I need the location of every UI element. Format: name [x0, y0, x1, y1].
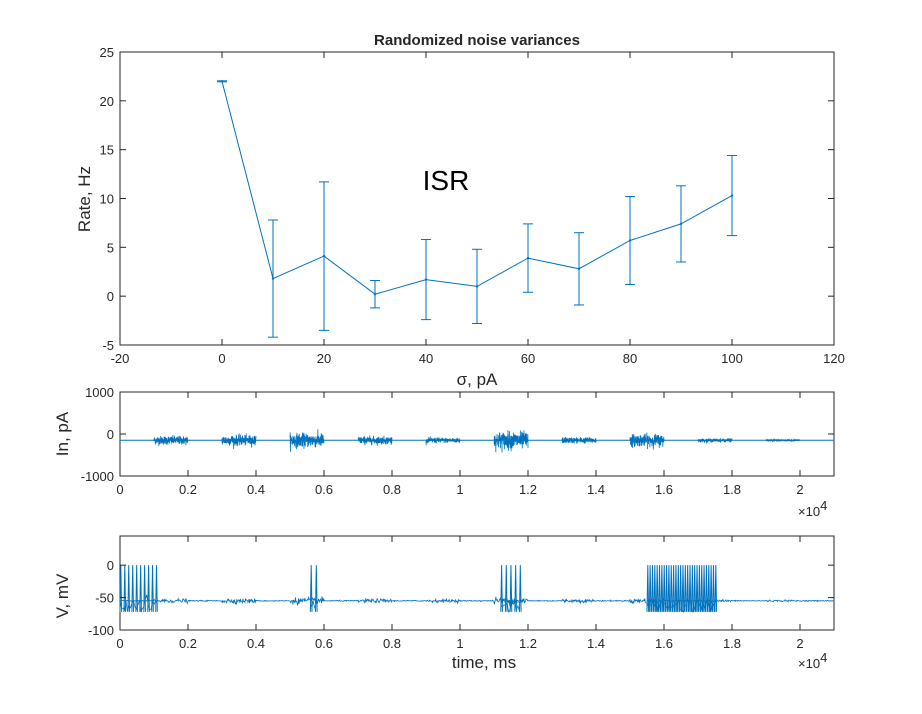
rate-point [680, 223, 682, 225]
rate-chart: -20 0 20 40 60 80 100 120 -5 0 5 10 15 20 25 Randomize… [75, 32, 845, 389]
rate-point [221, 80, 223, 82]
rate-chart-xtick-label: -20 [111, 351, 130, 366]
rate-chart-xlabel: σ, pA [457, 370, 498, 389]
voltage-chart-x-multiplier-base: ×10 [798, 656, 820, 671]
current-chart-xtick-label: 0 [116, 482, 123, 497]
rate-chart-xtick-label: 100 [721, 351, 743, 366]
current-chart-xtick-label: 0.8 [383, 482, 401, 497]
rate-point [629, 239, 631, 241]
voltage-chart: 0 0.2 0.4 0.6 0.8 1 1.2 1.4 1.6 1.8 2 -100 -50 0 time… [53, 536, 834, 672]
rate-chart-xtick-label: 80 [623, 351, 637, 366]
rate-chart-xtick-label: 20 [317, 351, 331, 366]
current-chart-xtick-label: 1.2 [519, 482, 537, 497]
rate-chart-xtick-label: 60 [521, 351, 535, 366]
current-chart-xtick-label: 0.6 [315, 482, 333, 497]
rate-point [731, 194, 733, 196]
current-chart-x-multiplier-exp: 4 [820, 498, 827, 513]
voltage-chart-ytick-label: -50 [95, 591, 114, 606]
current-chart-xtick-label: 1 [456, 482, 463, 497]
voltage-chart-x-multiplier-exp: 4 [820, 650, 827, 665]
current-chart-xtick-label: 0.2 [179, 482, 197, 497]
rate-chart-ytick-label: 10 [100, 192, 114, 207]
current-chart-xtick-label: 1.8 [723, 482, 741, 497]
rate-chart-ytick-label: 15 [100, 143, 114, 158]
voltage-chart-xtick-label: 2 [796, 636, 803, 651]
current-chart-ytick-label: 1000 [85, 385, 114, 400]
rate-chart-ytick-label: 5 [107, 240, 114, 255]
voltage-chart-xtick-label: 1.2 [519, 636, 537, 651]
current-chart-axes-box [120, 392, 834, 476]
voltage-chart-xtick-label: 1.6 [655, 636, 673, 651]
current-chart-ytick-label: -1000 [81, 469, 114, 484]
rate-chart-ytick-label: 25 [100, 45, 114, 60]
voltage-chart-xtick-label: 1.4 [587, 636, 605, 651]
voltage-chart-xtick-label: 1 [456, 636, 463, 651]
voltage-chart-axes-box [120, 536, 834, 630]
current-chart-xtick-label: 1.4 [587, 482, 605, 497]
voltage-chart-xtick-label: 0 [116, 636, 123, 651]
rate-point [578, 268, 580, 270]
rate-point [323, 255, 325, 257]
isr-annotation: ISR [423, 165, 470, 196]
current-chart-ylabel: In, pA [53, 411, 72, 456]
voltage-chart-ytick-label: -100 [88, 623, 114, 638]
rate-chart-ylabel: Rate, Hz [75, 166, 94, 232]
rate-chart-xtick-label: 0 [218, 351, 225, 366]
rate-chart-ytick-label: -5 [102, 338, 114, 353]
current-chart-xtick-label: 0.4 [247, 482, 265, 497]
rate-chart-ytick-label: 0 [107, 289, 114, 304]
current-chart-ytick-label: 0 [107, 427, 114, 442]
voltage-chart-xtick-label: 0.4 [247, 636, 265, 651]
voltage-chart-xtick-label: 0.8 [383, 636, 401, 651]
rate-point [527, 257, 529, 259]
voltage-chart-xlabel: time, ms [452, 653, 516, 672]
rate-chart-xtick-label: 120 [823, 351, 845, 366]
current-chart-xtick-label: 2 [796, 482, 803, 497]
rate-point [374, 293, 376, 295]
rate-chart-xtick-label: 40 [419, 351, 433, 366]
current-chart-x-multiplier: ×104 [798, 498, 827, 519]
current-chart-x-multiplier-base: ×10 [798, 504, 820, 519]
voltage-chart-x-multiplier: ×104 [798, 650, 827, 671]
voltage-chart-ytick-label: 0 [107, 558, 114, 573]
rate-point [425, 278, 427, 280]
voltage-chart-xtick-label: 0.2 [179, 636, 197, 651]
rate-point [272, 277, 274, 279]
voltage-chart-xtick-label: 0.6 [315, 636, 333, 651]
rate-point [476, 285, 478, 287]
rate-chart-title: Randomized noise variances [374, 32, 580, 49]
current-chart-xtick-label: 1.6 [655, 482, 673, 497]
voltage-chart-ylabel: V, mV [53, 573, 72, 618]
voltage-chart-xtick-label: 1.8 [723, 636, 741, 651]
rate-chart-ytick-label: 20 [100, 94, 114, 109]
